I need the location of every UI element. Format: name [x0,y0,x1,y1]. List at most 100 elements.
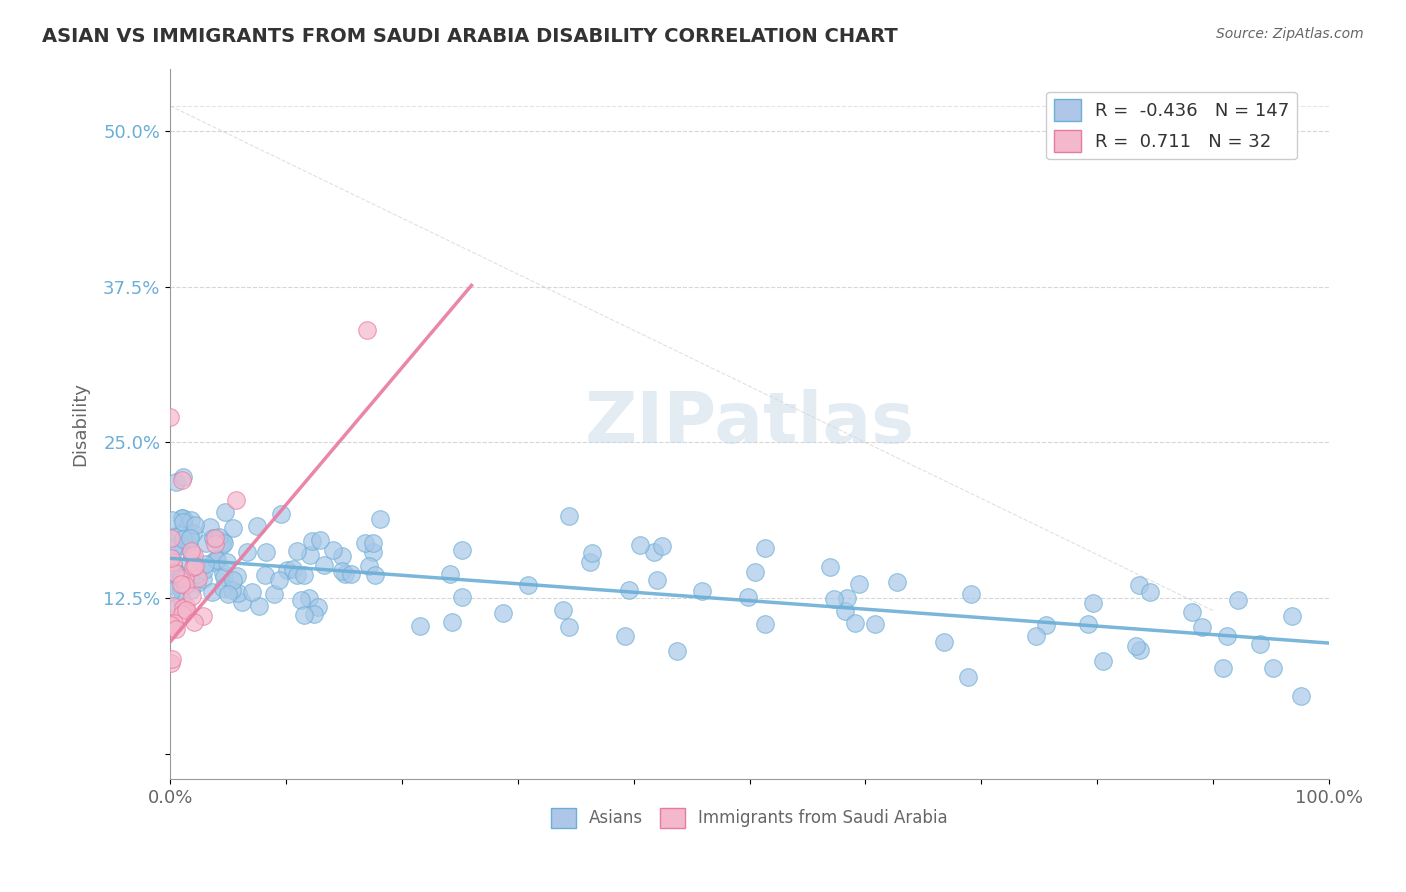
Point [179,531,201,545]
Point [1077,617,1099,632]
Point [285,567,308,582]
Point [285,543,308,558]
Point [370,512,392,526]
Point [212,581,235,595]
Point [214,570,236,584]
Point [322,543,344,558]
Point [193,563,215,577]
Point [165,475,187,490]
Point [235,544,257,558]
Point [187,571,209,585]
Point [162,513,184,527]
Point [169,567,191,582]
Point [844,615,866,630]
Point [183,518,205,533]
Point [191,572,214,586]
Point [180,513,202,527]
Point [1249,637,1271,651]
Point [207,553,229,567]
Point [172,532,194,546]
Point [159,657,181,671]
Point [173,512,195,526]
Point [439,566,461,581]
Point [222,521,245,535]
Point [1129,643,1152,657]
Point [201,585,224,599]
Point [221,582,243,597]
Point [263,586,285,600]
Legend: Asians, Immigrants from Saudi Arabia: Asians, Immigrants from Saudi Arabia [544,801,955,835]
Point [162,599,184,613]
Point [835,591,858,605]
Point [1191,620,1213,634]
Point [354,536,377,550]
Point [848,577,870,591]
Point [160,617,183,632]
Point [160,583,183,598]
Point [204,532,226,546]
Point [1281,608,1303,623]
Text: ZIPatlas: ZIPatlas [585,389,915,458]
Point [613,629,636,643]
Point [181,590,204,604]
Point [314,558,336,573]
Point [307,600,329,615]
Point [172,515,194,529]
Text: Source: ZipAtlas.com: Source: ZipAtlas.com [1216,27,1364,41]
Point [179,555,201,569]
Point [180,582,202,597]
Point [160,531,183,545]
Point [863,617,886,632]
Point [834,604,856,618]
Point [247,599,270,613]
Point [163,566,186,580]
Point [1128,578,1150,592]
Point [298,591,321,606]
Point [665,644,688,658]
Point [754,617,776,632]
Point [172,538,194,552]
Point [253,568,276,582]
Point [215,555,238,569]
Point [174,578,197,592]
Point [1083,596,1105,610]
Point [231,595,253,609]
Point [643,545,665,559]
Point [956,670,979,684]
Point [170,571,193,585]
Point [301,534,323,549]
Point [304,607,326,622]
Point [194,558,217,572]
Point [163,615,186,630]
Point [240,585,263,599]
Point [270,507,292,521]
Point [294,607,316,622]
Point [170,576,193,591]
Point [170,592,193,607]
Point [211,538,233,552]
Point [198,519,221,533]
Point [183,615,205,629]
Point [205,551,228,566]
Point [162,541,184,555]
Point [558,620,581,634]
Point [170,511,193,525]
Point [166,599,188,614]
Point [179,526,201,541]
Point [170,607,193,621]
Point [169,573,191,587]
Point [1125,640,1147,654]
Point [183,548,205,562]
Point [754,541,776,556]
Point [186,576,208,591]
Point [214,505,236,519]
Point [1289,689,1312,703]
Point [737,590,759,604]
Point [959,587,981,601]
Point [246,519,269,533]
Point [281,562,304,576]
Point [1226,592,1249,607]
Point [181,559,204,574]
Point [174,571,197,585]
Point [181,526,204,541]
